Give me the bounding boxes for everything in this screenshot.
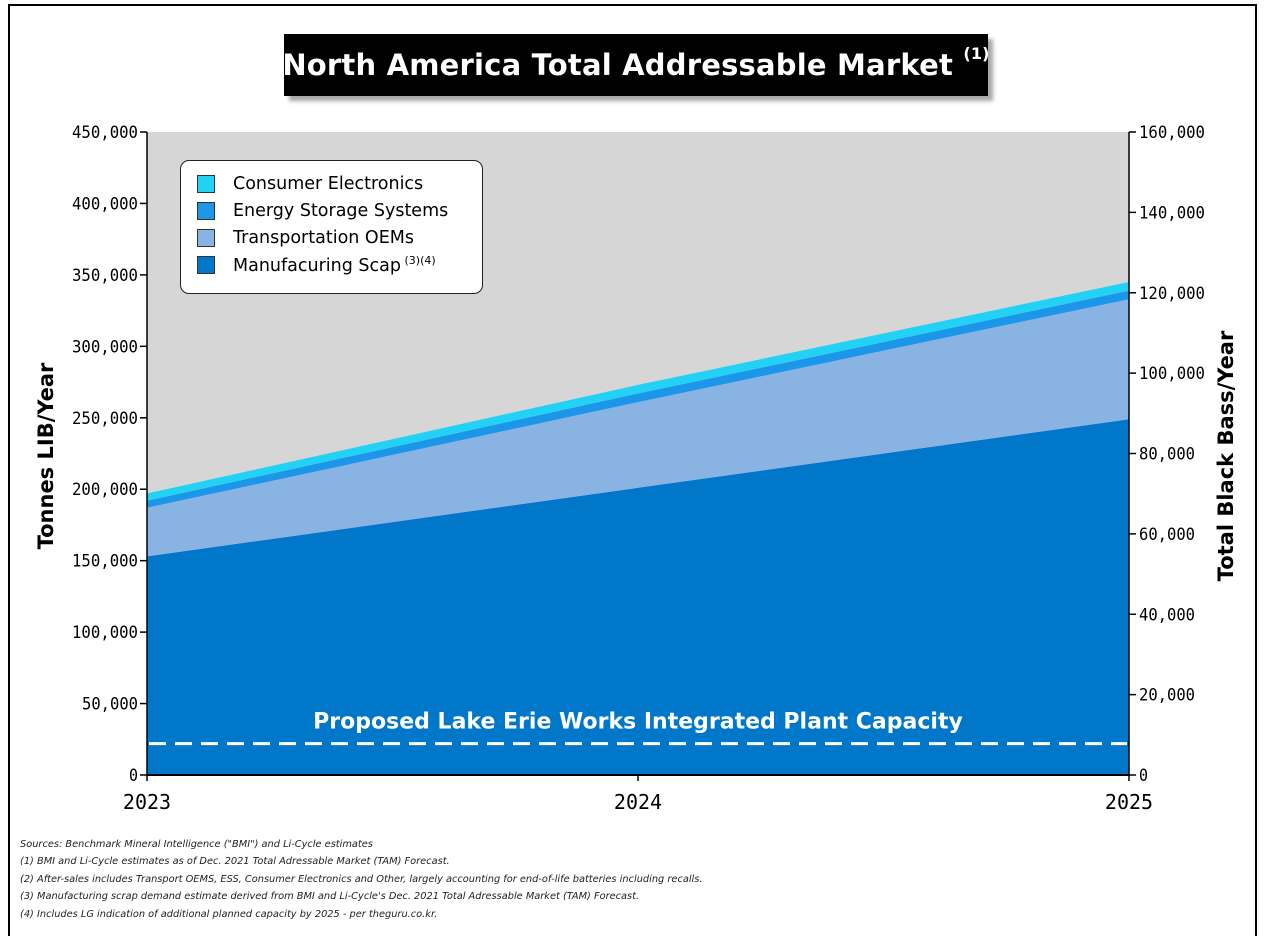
area-transportation-oems xyxy=(147,299,1129,557)
footnotes: Sources: Benchmark Mineral Intelligence … xyxy=(20,836,703,923)
y-tick-label-right: 160,000 xyxy=(1139,123,1205,143)
y-tick-label-left: 450,000 xyxy=(72,123,138,143)
legend-swatch xyxy=(197,174,215,193)
legend-item: Manufacuring Scap (3)(4) xyxy=(197,251,482,278)
legend-label: Manufacuring Scap (3)(4) xyxy=(233,253,436,276)
chart-title-box: North America Total Addressable Market (… xyxy=(282,34,990,96)
footnote-4: (4) Includes LG indication of additional… xyxy=(20,908,438,920)
legend-swatch xyxy=(197,201,215,220)
legend-item: Consumer Electronics xyxy=(197,170,482,197)
legend-item: Transportation OEMs xyxy=(197,224,482,251)
footnote-2: (2) After-sales includes Transport OEMS,… xyxy=(20,873,703,885)
y-tick-label-left: 350,000 xyxy=(72,266,138,286)
y-tick-label-right: 140,000 xyxy=(1139,203,1205,223)
chart-title: North America Total Addressable Market (… xyxy=(282,44,990,82)
y-tick-label-left: 300,000 xyxy=(72,337,138,357)
y-tick-label-left: 200,000 xyxy=(72,480,138,500)
y-tick-label-right: 120,000 xyxy=(1139,284,1205,304)
legend-item: Energy Storage Systems xyxy=(197,197,482,224)
footnote-sources: Sources: Benchmark Mineral Intelligence … xyxy=(20,839,373,850)
legend-label: Energy Storage Systems xyxy=(233,200,449,221)
legend-swatch xyxy=(197,228,215,247)
x-tick-label: 2025 xyxy=(1105,790,1153,814)
y-tick-label-left: 0 xyxy=(129,766,138,786)
legend-label: Consumer Electronics xyxy=(233,173,424,194)
title-footnote-mark: (1) xyxy=(963,44,990,63)
y-tick-label-left: 100,000 xyxy=(72,623,138,643)
legend-label: Transportation OEMs xyxy=(233,227,414,248)
capacity-reference-label: Proposed Lake Erie Works Integrated Plan… xyxy=(313,710,963,735)
legend: Consumer Electronics Energy Storage Syste… xyxy=(180,160,483,294)
y-tick-label-right: 80,000 xyxy=(1139,445,1195,465)
y-tick-label-left: 150,000 xyxy=(72,552,138,572)
y-tick-label-right: 40,000 xyxy=(1139,605,1195,625)
y-tick-label-right: 100,000 xyxy=(1139,364,1205,384)
area-manufacuring-scap xyxy=(147,419,1129,775)
legend-swatch xyxy=(197,255,215,274)
y-tick-label-left: 250,000 xyxy=(72,409,138,429)
y-tick-label-left: 400,000 xyxy=(72,194,138,214)
x-tick-label: 2023 xyxy=(123,790,171,814)
footnote-3: (3) Manufacturing scrap demand estimate … xyxy=(20,891,640,903)
x-tick-label: 2024 xyxy=(614,790,662,814)
footnote-1: (1) BMI and Li-Cycle estimates as of Dec… xyxy=(20,856,450,868)
y-tick-label-right: 60,000 xyxy=(1139,525,1195,545)
y-tick-label-right: 20,000 xyxy=(1139,686,1195,706)
y-tick-label-right: 0 xyxy=(1139,766,1148,786)
y-tick-label-left: 50,000 xyxy=(82,695,138,715)
area-energy-storage-systems xyxy=(147,290,1129,508)
legend-label-footnote: (3)(4) xyxy=(401,253,436,267)
area-consumer-electronics xyxy=(147,282,1129,501)
